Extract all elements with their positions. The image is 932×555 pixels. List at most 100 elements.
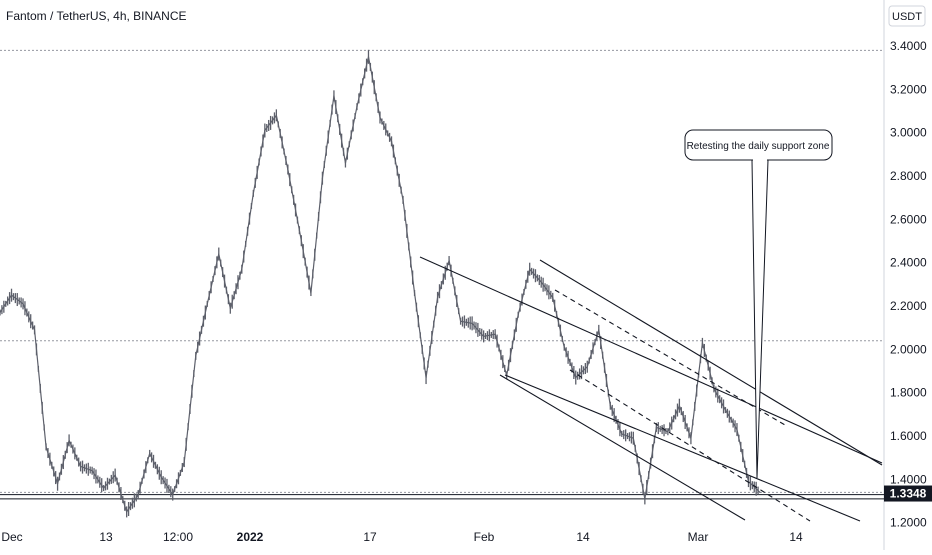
price-point xyxy=(563,346,565,348)
currency-badge[interactable]: USDT xyxy=(888,5,926,27)
price-point xyxy=(183,461,185,463)
price-point xyxy=(494,333,496,335)
price-point xyxy=(632,437,634,439)
price-point xyxy=(206,303,208,305)
plot-area[interactable] xyxy=(0,0,884,550)
price-series xyxy=(0,49,761,518)
price-point xyxy=(540,281,542,283)
price-point xyxy=(402,199,404,201)
price-point xyxy=(356,106,358,108)
price-point xyxy=(114,474,116,476)
price-tick-label: 1.4000 xyxy=(890,472,927,486)
price-point xyxy=(264,129,266,132)
price-tick-label: 2.8000 xyxy=(890,169,927,183)
price-point xyxy=(759,491,761,494)
price-point xyxy=(0,311,1,314)
price-point xyxy=(529,268,531,270)
price-point xyxy=(344,162,347,164)
price-point xyxy=(667,431,669,433)
time-tick-label: Mar xyxy=(688,530,709,544)
price-point xyxy=(736,428,738,431)
price-point xyxy=(10,294,13,296)
price-point xyxy=(460,320,462,322)
price-point xyxy=(621,433,623,435)
price-point xyxy=(333,95,335,97)
price-point xyxy=(45,446,47,448)
price-point xyxy=(252,192,254,194)
price-point xyxy=(149,452,151,454)
price-tick-label: 2.4000 xyxy=(890,256,927,270)
channel-upper-line-a xyxy=(419,256,883,464)
time-tick-label: 14 xyxy=(576,530,590,544)
price-point xyxy=(218,253,220,255)
price-point xyxy=(701,342,704,344)
price-tick-label: 1.8000 xyxy=(890,386,927,400)
channel-lower-line-a xyxy=(499,374,746,521)
price-tick-label: 3.4000 xyxy=(890,39,927,53)
currency-label: USDT xyxy=(892,11,922,23)
price-point xyxy=(413,292,416,294)
time-tick-label: Feb xyxy=(474,530,495,544)
price-point xyxy=(56,483,59,485)
price-point xyxy=(390,140,393,142)
price-point xyxy=(137,493,139,496)
price-point xyxy=(425,376,427,379)
price-tick-label: 2.6000 xyxy=(890,212,927,226)
price-tick-label: 2.2000 xyxy=(890,299,927,313)
price-point xyxy=(229,307,231,309)
time-tick-label: 14 xyxy=(789,530,803,544)
price-point xyxy=(436,296,439,298)
price-point xyxy=(367,56,370,58)
price-tick-label: 1.2000 xyxy=(890,516,927,530)
price-tick-label: 1.6000 xyxy=(890,429,927,443)
price-point xyxy=(598,329,600,331)
price-point xyxy=(517,314,519,316)
price-point xyxy=(690,437,692,439)
price-point xyxy=(195,355,197,357)
time-tick-label: 13 xyxy=(99,530,113,544)
price-point xyxy=(644,498,646,500)
price-point xyxy=(310,292,312,294)
chart-title: Fantom / TetherUS, 4h, BINANCE xyxy=(6,9,187,23)
price-point xyxy=(22,303,24,305)
price-point xyxy=(91,470,93,472)
time-axis[interactable]: Dec 13 12:00 2022 17 Feb 14 Mar 14 xyxy=(1,530,803,544)
price-point xyxy=(575,376,577,379)
time-tick-label: 2022 xyxy=(237,530,264,544)
reference-lines xyxy=(0,49,884,500)
price-point xyxy=(586,366,588,368)
channel-upper-line-b xyxy=(539,259,883,466)
price-tick-label: 2.0000 xyxy=(890,342,927,356)
price-point xyxy=(321,177,324,179)
price-point xyxy=(68,439,70,441)
price-point xyxy=(241,268,243,270)
price-point xyxy=(609,405,611,407)
price-point xyxy=(126,511,128,513)
price-point xyxy=(172,493,174,496)
price-point xyxy=(80,465,82,467)
price-point xyxy=(103,487,105,489)
annotation-text: Retesting the daily support zone xyxy=(687,141,830,152)
price-point xyxy=(287,168,289,171)
price-point xyxy=(448,259,450,262)
price-point xyxy=(275,114,277,116)
price-point xyxy=(160,476,162,478)
time-tick-label: 17 xyxy=(363,530,377,544)
time-tick-label: 12:00 xyxy=(163,530,193,544)
price-point xyxy=(552,296,554,298)
price-tick-label: 3.0000 xyxy=(890,126,927,140)
price-point xyxy=(471,322,473,324)
price-point xyxy=(379,116,381,119)
annotation-callout[interactable]: Retesting the daily support zone xyxy=(684,129,833,479)
trend-channel xyxy=(419,256,883,522)
price-axis[interactable]: 3.4000 3.2000 3.0000 2.8000 2.6000 2.4000 2.20… xyxy=(890,39,927,530)
currency-badge-box xyxy=(888,5,926,27)
price-point xyxy=(724,409,727,411)
channel-mid-line-b xyxy=(569,369,811,522)
current-price-tag: 1.3348 xyxy=(884,485,932,502)
current-price-value: 1.3348 xyxy=(890,487,927,501)
price-point xyxy=(483,335,485,337)
time-tick-label: Dec xyxy=(1,530,22,544)
